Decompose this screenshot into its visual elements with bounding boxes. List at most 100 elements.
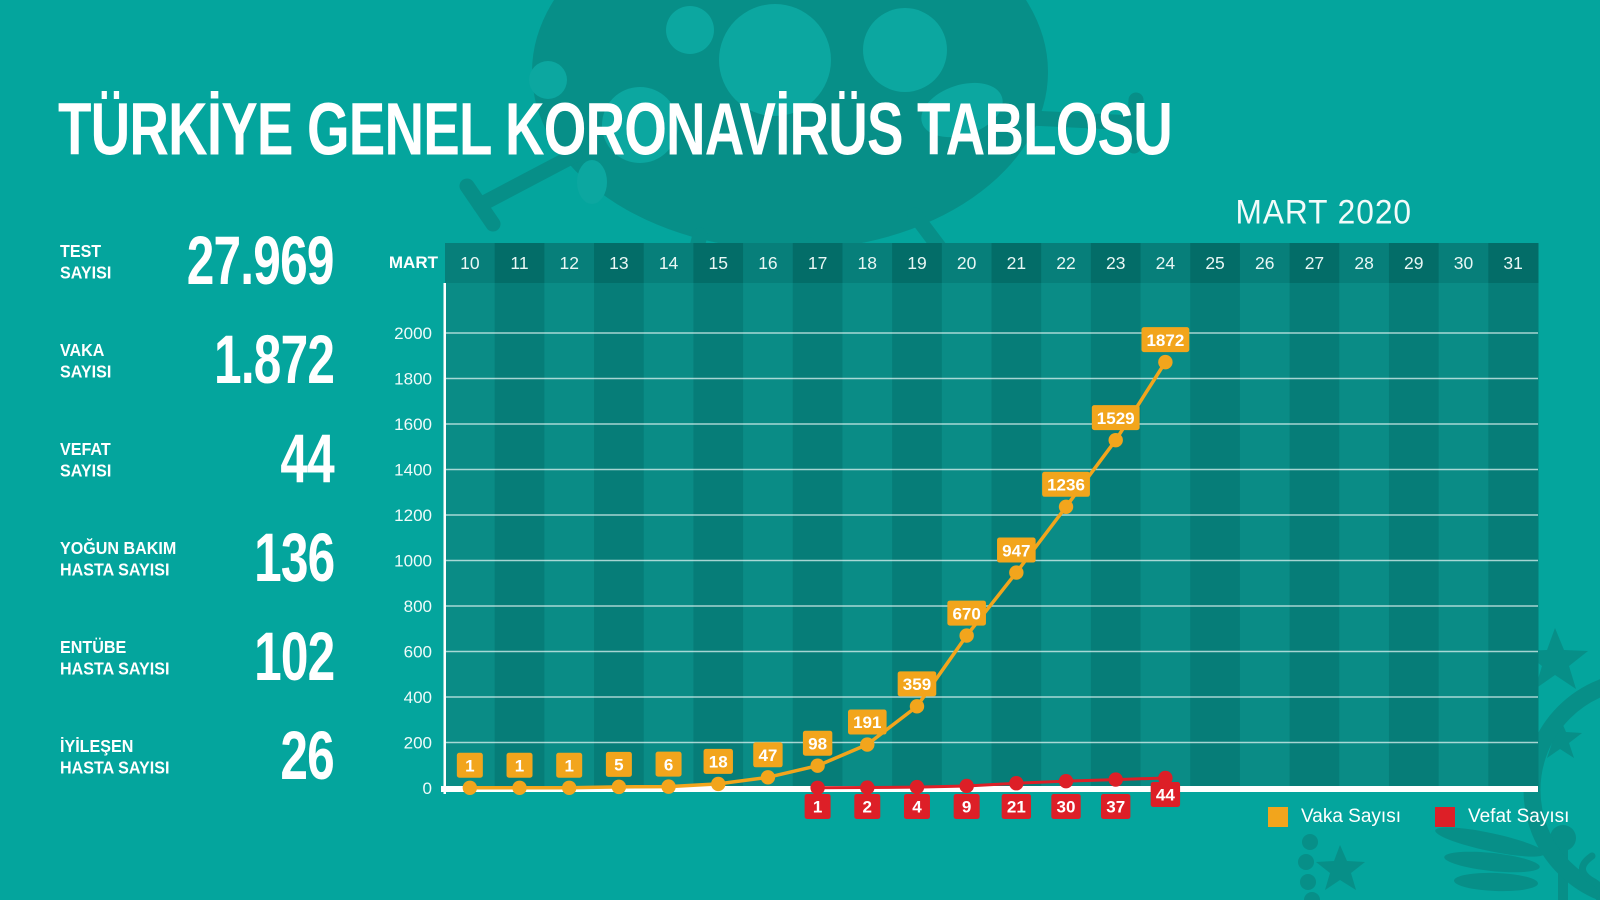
value-label: 1 — [564, 756, 573, 775]
date-tick-label: 31 — [1503, 253, 1522, 273]
value-label: 21 — [1007, 798, 1026, 817]
chart-canvas: 10 11 12 13 14 15 16 17 18 19 20 21 22 23 24 25 26 27 28 29… — [394, 243, 1539, 819]
value-label: 947 — [1002, 541, 1030, 560]
date-tick-label: 25 — [1205, 253, 1224, 273]
value-label: 1529 — [1097, 409, 1135, 428]
plot-column — [941, 283, 992, 792]
plot-column — [792, 283, 843, 792]
value-label-box — [655, 751, 682, 777]
date-header-cell — [494, 243, 545, 283]
value-label-box — [847, 709, 887, 735]
plot-column — [1438, 283, 1489, 792]
data-point — [661, 779, 676, 794]
value-label: 670 — [952, 604, 980, 623]
value-label-box — [897, 671, 937, 697]
line-chart: 10 11 12 13 14 15 16 17 18 19 20 21 22 23 24 25 26 27 28 29… — [380, 240, 1560, 860]
date-header-cell — [693, 243, 744, 283]
value-label-box — [903, 794, 930, 819]
data-point — [860, 737, 875, 752]
stat-value: 26 — [280, 718, 334, 795]
date-header-cell — [1041, 243, 1092, 283]
x-axis-line — [441, 786, 1538, 792]
value-label: 4 — [912, 798, 922, 817]
chart-legend: Vaka Sayısı Vefat Sayısı — [1268, 806, 1569, 828]
value-label: 98 — [808, 734, 827, 753]
value-label-box — [703, 748, 733, 774]
y-tick-label: 600 — [404, 643, 432, 662]
plot-column — [445, 283, 496, 792]
date-header-cell — [643, 243, 694, 283]
page-title: TÜRKİYE GENEL KORONAVİRÜS TABLOSU — [58, 87, 1173, 170]
value-label: 1 — [515, 756, 524, 775]
date-tick-label: 20 — [957, 253, 977, 273]
date-header-cell — [1239, 243, 1291, 283]
data-point — [860, 780, 875, 795]
value-label-box — [1141, 327, 1190, 353]
vefat-swatch-icon — [1434, 807, 1455, 827]
date-tick-label: 14 — [659, 253, 679, 273]
value-label-box — [456, 752, 483, 778]
x-axis-label: MART — [388, 253, 438, 272]
plot-column — [693, 283, 744, 792]
y-tick-label: 1800 — [394, 370, 432, 389]
stat-value: 1.872 — [213, 322, 335, 399]
plot-column — [544, 283, 595, 792]
date-header-cell — [1438, 243, 1489, 283]
date-header-cell — [941, 243, 992, 283]
stat-vefat-sayisi: VEFAT SAYISI 44 — [60, 421, 335, 498]
plot-column — [1388, 283, 1440, 792]
plot-column — [743, 283, 794, 792]
value-label-box — [753, 742, 783, 768]
data-point — [760, 770, 776, 785]
date-header-cell — [594, 243, 645, 283]
plot-column — [1339, 283, 1390, 792]
date-tick-label: 18 — [858, 253, 877, 273]
date-header-cell — [842, 243, 893, 283]
data-point — [909, 699, 925, 714]
value-label-box — [1091, 405, 1140, 431]
value-label-box — [506, 752, 533, 778]
date-tick-label: 23 — [1106, 253, 1125, 273]
date-header-cell — [445, 243, 496, 283]
date-tick-label: 16 — [758, 253, 777, 273]
value-label-box — [854, 794, 881, 819]
data-point — [810, 758, 825, 773]
legend-item-vefat: Vefat Sayısı — [1434, 806, 1569, 828]
value-label: 1872 — [1146, 331, 1184, 350]
value-label-box — [1051, 794, 1081, 819]
stat-vaka-sayisi: VAKA SAYISI 1.872 — [60, 322, 335, 399]
y-tick-label: 1000 — [394, 552, 432, 571]
plot-column — [991, 283, 1042, 792]
plot-column — [643, 283, 694, 792]
data-point — [711, 776, 726, 792]
date-header-cell — [544, 243, 595, 283]
value-label: 37 — [1106, 798, 1125, 817]
plot-column — [842, 283, 893, 792]
plot-column — [1239, 283, 1291, 792]
data-point — [512, 780, 527, 795]
date-tick-label: 13 — [609, 253, 628, 273]
stat-iyilesen: İYİLEŞEN HASTA SAYISI 26 — [60, 718, 335, 795]
value-label: 47 — [758, 746, 777, 765]
data-point — [810, 780, 825, 795]
date-header-cell — [1388, 243, 1440, 283]
date-tick-label: 21 — [1007, 253, 1026, 273]
data-point — [959, 628, 974, 643]
series-line-1 — [817, 776, 1166, 790]
y-tick-label: 1400 — [394, 461, 432, 480]
y-tick-label: 0 — [423, 779, 432, 798]
value-label: 359 — [903, 675, 931, 694]
value-label: 9 — [962, 798, 971, 817]
date-tick-label: 22 — [1056, 253, 1075, 273]
value-label: 30 — [1057, 798, 1076, 817]
plot-column — [892, 283, 943, 792]
y-axis-line — [443, 283, 446, 794]
value-label: 1236 — [1047, 476, 1085, 495]
value-label: 5 — [614, 756, 623, 775]
data-point — [1009, 565, 1024, 580]
value-label: 6 — [664, 755, 673, 774]
value-label-box — [1001, 794, 1032, 819]
value-label-box — [1042, 471, 1090, 497]
date-tick-label: 19 — [907, 253, 926, 273]
